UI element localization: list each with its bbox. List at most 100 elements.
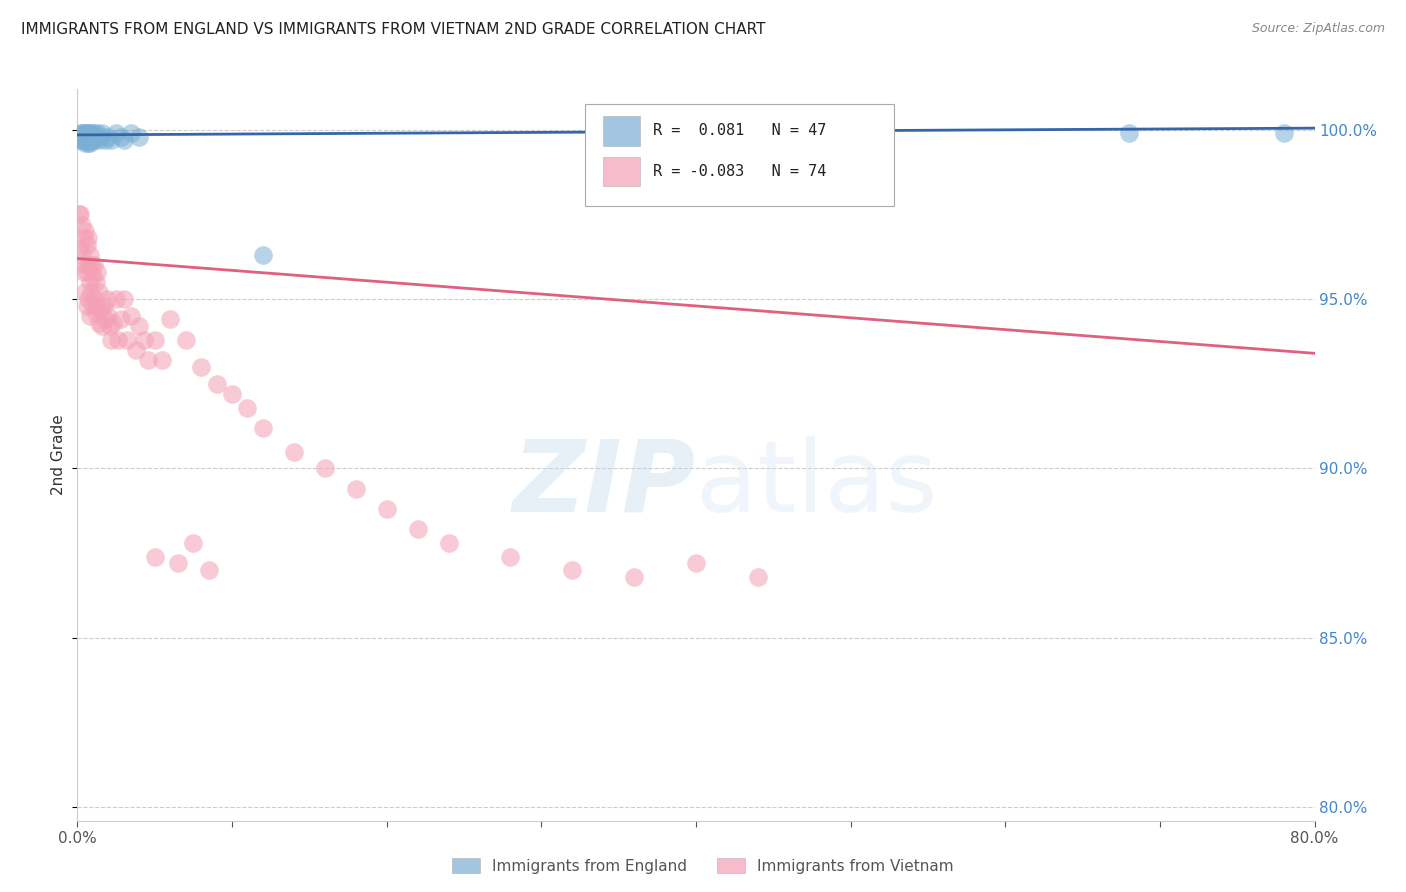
Point xyxy=(77,136,100,151)
Point xyxy=(67,207,90,221)
Point xyxy=(79,309,101,323)
Point xyxy=(76,265,98,279)
Point xyxy=(75,285,96,300)
Point xyxy=(314,461,336,475)
Point xyxy=(91,319,114,334)
Point xyxy=(72,265,94,279)
Point xyxy=(252,248,274,262)
Point xyxy=(76,299,98,313)
Point xyxy=(198,563,221,577)
Point xyxy=(97,309,120,323)
Point xyxy=(83,258,105,272)
Point xyxy=(437,536,460,550)
Point xyxy=(110,129,132,144)
Point xyxy=(87,133,110,147)
Point xyxy=(174,333,197,347)
Point xyxy=(79,248,101,262)
Point xyxy=(375,502,398,516)
Text: Source: ZipAtlas.com: Source: ZipAtlas.com xyxy=(1251,22,1385,36)
Point xyxy=(143,549,166,564)
Point xyxy=(100,333,122,347)
Point xyxy=(75,136,96,151)
Point xyxy=(79,133,101,147)
Point xyxy=(100,133,122,147)
Point xyxy=(79,126,101,140)
Point xyxy=(283,444,305,458)
Point xyxy=(205,376,228,391)
Point xyxy=(344,482,367,496)
Point xyxy=(132,333,155,347)
Point xyxy=(121,126,143,140)
Point xyxy=(98,319,121,334)
Point xyxy=(1272,126,1295,140)
Point xyxy=(121,309,143,323)
Point xyxy=(82,299,104,313)
Point xyxy=(105,292,128,306)
Point xyxy=(183,536,205,550)
Point xyxy=(77,126,100,140)
Point xyxy=(82,133,104,147)
Point xyxy=(105,126,128,140)
Point xyxy=(69,126,91,140)
Point xyxy=(76,129,98,144)
Point xyxy=(83,126,105,140)
Point xyxy=(152,353,174,368)
Point xyxy=(70,133,93,147)
Point xyxy=(107,333,129,347)
Point xyxy=(83,133,105,147)
Point xyxy=(75,126,96,140)
Text: IMMIGRANTS FROM ENGLAND VS IMMIGRANTS FROM VIETNAM 2ND GRADE CORRELATION CHART: IMMIGRANTS FROM ENGLAND VS IMMIGRANTS FR… xyxy=(21,22,766,37)
Point xyxy=(1118,126,1140,140)
Point xyxy=(80,285,103,300)
Point xyxy=(685,556,707,570)
Point xyxy=(561,563,583,577)
Point xyxy=(76,133,98,147)
Point xyxy=(72,126,94,140)
Point xyxy=(190,359,212,374)
Point xyxy=(69,207,91,221)
Point xyxy=(138,353,160,368)
Bar xyxy=(603,116,640,145)
Point xyxy=(83,292,105,306)
Point xyxy=(94,312,117,326)
Point xyxy=(125,343,148,357)
Point xyxy=(101,316,124,330)
Text: atlas: atlas xyxy=(696,435,938,533)
Point xyxy=(80,258,103,272)
Point xyxy=(70,126,93,140)
Point xyxy=(82,268,104,283)
Point xyxy=(84,129,107,144)
Point xyxy=(87,285,110,300)
Point xyxy=(97,129,120,144)
Point xyxy=(80,126,103,140)
Point xyxy=(75,224,96,238)
Point xyxy=(406,523,429,537)
Point xyxy=(76,126,98,140)
Legend: Immigrants from England, Immigrants from Vietnam: Immigrants from England, Immigrants from… xyxy=(446,852,960,880)
Point xyxy=(167,556,190,570)
Point xyxy=(623,570,645,584)
Point xyxy=(77,133,100,147)
Point xyxy=(67,129,90,144)
Point xyxy=(69,241,91,255)
Point xyxy=(75,258,96,272)
Point xyxy=(79,275,101,289)
Text: R = -0.083   N = 74: R = -0.083 N = 74 xyxy=(652,164,827,179)
Point xyxy=(80,133,103,147)
Point xyxy=(70,248,93,262)
Point xyxy=(76,238,98,252)
FancyBboxPatch shape xyxy=(585,103,894,206)
Point xyxy=(94,133,117,147)
Point xyxy=(84,275,107,289)
Point xyxy=(77,258,100,272)
Point xyxy=(159,312,181,326)
Point xyxy=(84,306,107,320)
Point xyxy=(72,231,94,245)
Point xyxy=(86,126,108,140)
Point xyxy=(82,129,104,144)
Point xyxy=(87,316,110,330)
Point xyxy=(221,387,243,401)
Point xyxy=(77,231,100,245)
Point xyxy=(128,129,150,144)
Point xyxy=(110,312,132,326)
